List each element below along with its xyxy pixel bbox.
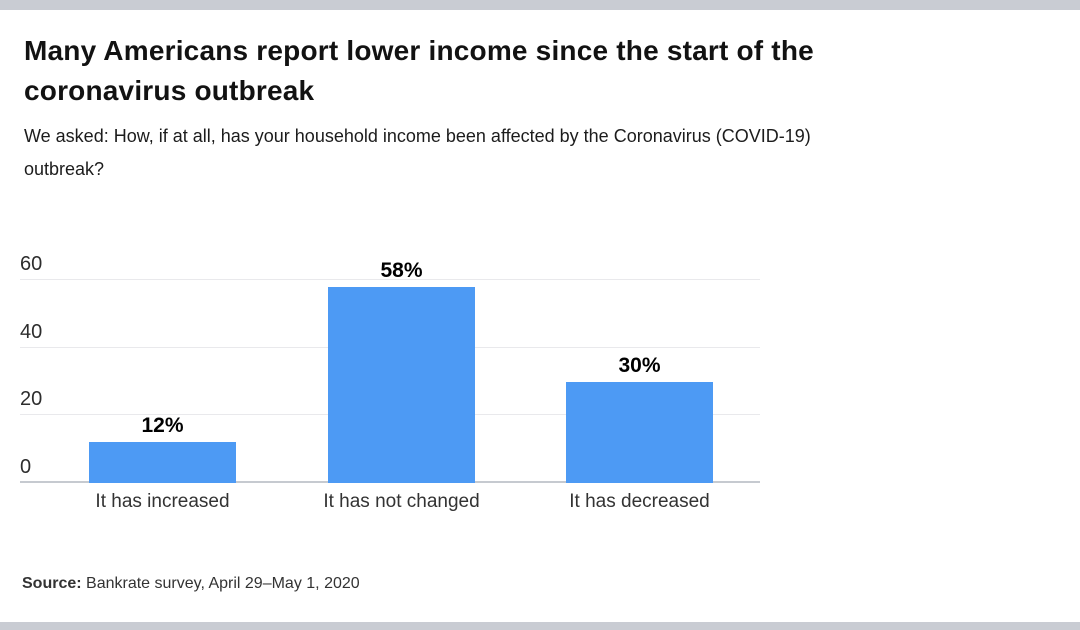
bar-3 <box>566 381 713 483</box>
bottom-frame-bar <box>0 622 1080 630</box>
bar-2 <box>328 286 475 483</box>
y-axis-tick-label-60: 60 <box>20 253 43 275</box>
chart-subtitle: We asked: How, if at all, has your house… <box>24 126 811 179</box>
bar-value-label-1: 12% <box>141 414 184 438</box>
chart-title: Many Americans report lower income since… <box>24 35 814 106</box>
source-label: Source: <box>22 575 82 592</box>
x-axis-category-label-2: It has not changed <box>323 491 480 512</box>
y-axis-tick-label-20: 20 <box>20 388 43 411</box>
x-axis-category-label-1: It has increased <box>95 491 230 512</box>
bar-value-label-2: 58% <box>380 258 423 282</box>
gridline-y-60 <box>20 279 760 280</box>
top-frame-bar <box>0 0 1080 10</box>
source-note: Source: Bankrate survey, April 29–May 1,… <box>22 574 360 594</box>
bar-chart-plot-area: 0 20 40 60 12% It has increased 58% It has not … <box>20 254 760 512</box>
y-axis-tick-label-0: 0 <box>20 456 32 478</box>
bar-value-label-3: 30% <box>618 353 661 377</box>
source-text: Bankrate survey, April 29–May 1, 2020 <box>81 575 360 592</box>
y-axis-tick-label-40: 40 <box>20 320 43 343</box>
bar-1 <box>89 442 236 483</box>
x-axis-category-label-3: It has decreased <box>569 491 710 512</box>
